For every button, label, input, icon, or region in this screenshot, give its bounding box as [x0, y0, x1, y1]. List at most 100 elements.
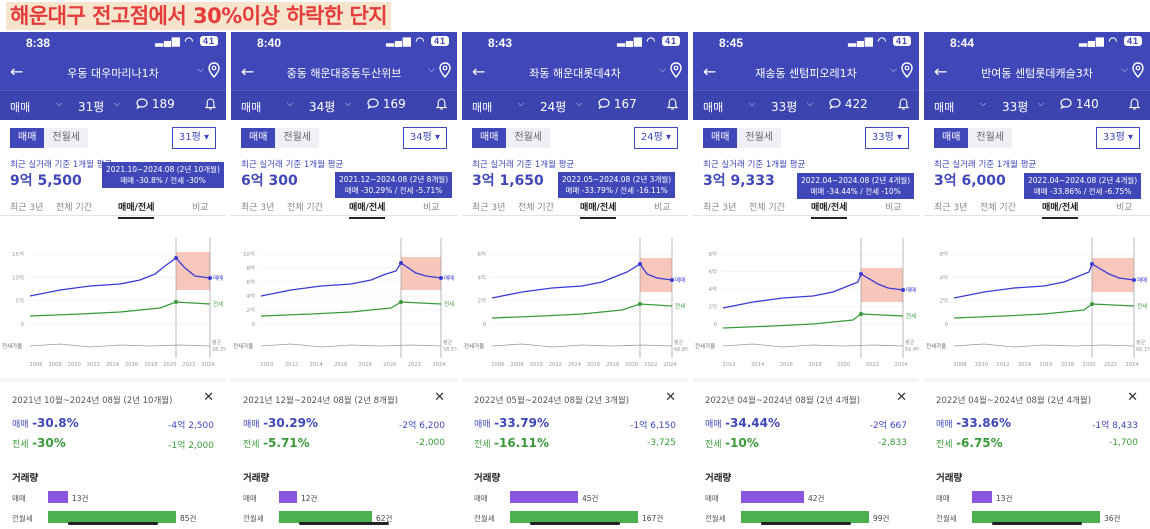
bell-icon[interactable]	[204, 98, 217, 114]
x-tick-label: 2014	[310, 362, 324, 368]
chevron-down-icon[interactable]: ⌵	[659, 65, 666, 75]
comment-button[interactable]: 169	[367, 97, 406, 111]
tab-all-period[interactable]: 전체 기간	[56, 203, 92, 213]
close-icon[interactable]: ✕	[665, 390, 676, 405]
y-tick-label: 8억	[708, 250, 717, 258]
toggle-sale[interactable]: 매매	[934, 128, 969, 148]
back-icon[interactable]: ←	[241, 62, 255, 81]
location-pin-icon[interactable]	[1132, 62, 1144, 78]
complex-name[interactable]: 중동 해운대중동두산위브	[286, 67, 402, 80]
bell-icon[interactable]	[666, 98, 679, 114]
rent-ratio-axis-label: 전세가율	[233, 342, 253, 350]
close-icon[interactable]: ✕	[434, 390, 445, 405]
tab-sale-rent[interactable]: 매매/전세	[811, 200, 848, 219]
size-dropdown[interactable]: 34평 ▾	[402, 127, 447, 149]
volume-rent-row: 전월세 99건	[705, 510, 907, 524]
chevron-down-icon[interactable]: ⌵	[980, 99, 987, 108]
chevron-down-icon[interactable]: ⌵	[56, 99, 63, 108]
size-select[interactable]: 33평	[1002, 100, 1029, 114]
tab-compare[interactable]: 비교	[423, 203, 440, 213]
chevron-down-icon[interactable]: ⌵	[345, 99, 352, 108]
close-icon[interactable]: ✕	[1127, 390, 1138, 405]
toggle-sale[interactable]: 매매	[10, 128, 45, 148]
tab-compare[interactable]: 비교	[654, 203, 671, 213]
complex-name[interactable]: 재송동 센텀피오레1차	[755, 67, 857, 80]
chevron-down-icon[interactable]: ⌵	[428, 65, 435, 75]
tab-sale-rent[interactable]: 매매/전세	[580, 200, 617, 219]
size-select[interactable]: 33평	[771, 100, 798, 114]
trade-type-select[interactable]: 매매	[472, 101, 493, 114]
chevron-down-icon[interactable]: ⌵	[518, 99, 525, 108]
tab-compare[interactable]: 비교	[192, 203, 209, 213]
tab-all-period[interactable]: 전체 기간	[749, 203, 785, 213]
size-select[interactable]: 31평	[78, 100, 105, 114]
close-icon[interactable]: ✕	[896, 390, 907, 405]
size-dropdown[interactable]: 33평 ▾	[1095, 127, 1140, 149]
size-select[interactable]: 24평	[540, 100, 567, 114]
comment-button[interactable]: 189	[136, 97, 175, 111]
size-dropdown[interactable]: 33평 ▾	[864, 127, 909, 149]
chevron-down-icon[interactable]: ⌵	[114, 99, 121, 108]
chevron-down-icon[interactable]: ⌵	[197, 65, 204, 75]
trade-type-select[interactable]: 매매	[934, 101, 955, 114]
tab-sale-rent[interactable]: 매매/전세	[1042, 200, 1079, 219]
chevron-down-icon[interactable]: ⌵	[807, 99, 814, 108]
bell-icon[interactable]	[1128, 98, 1141, 114]
chevron-down-icon[interactable]: ⌵	[576, 99, 583, 108]
bell-icon[interactable]	[435, 98, 448, 114]
tab-compare[interactable]: 비교	[885, 203, 902, 213]
tab-recent-3y[interactable]: 최근 3년	[472, 203, 506, 213]
toggle-rent[interactable]: 전월세	[275, 128, 320, 148]
chevron-down-icon[interactable]: ⌵	[1038, 99, 1045, 108]
tab-all-period[interactable]: 전체 기간	[287, 203, 323, 213]
size-dropdown[interactable]: 31평 ▾	[171, 127, 216, 149]
toggle-sale[interactable]: 매매	[241, 128, 276, 148]
comment-button[interactable]: 167	[598, 97, 637, 111]
chevron-down-icon[interactable]: ⌵	[890, 65, 897, 75]
tab-sale-rent[interactable]: 매매/전세	[349, 200, 386, 219]
tab-all-period[interactable]: 전체 기간	[980, 203, 1016, 213]
complex-name[interactable]: 우동 대우마리나1차	[67, 67, 159, 80]
back-icon[interactable]: ←	[10, 62, 24, 81]
location-pin-icon[interactable]	[670, 62, 682, 78]
back-icon[interactable]: ←	[472, 62, 486, 81]
location-pin-icon[interactable]	[439, 62, 451, 78]
complex-name[interactable]: 좌동 해운대롯데4차	[529, 67, 621, 80]
comment-button[interactable]: 422	[829, 97, 868, 111]
size-select[interactable]: 34평	[309, 100, 336, 114]
trade-type-select[interactable]: 매매	[10, 101, 31, 114]
toggle-rent[interactable]: 전월세	[44, 128, 89, 148]
chevron-down-icon[interactable]: ⌵	[1121, 65, 1128, 75]
trade-type-select[interactable]: 매매	[241, 101, 262, 114]
toggle-sale[interactable]: 매매	[472, 128, 507, 148]
tab-sale-rent[interactable]: 매매/전세	[118, 200, 155, 219]
tab-all-period[interactable]: 전체 기간	[518, 203, 554, 213]
toggle-rent[interactable]: 전월세	[506, 128, 551, 148]
chevron-down-icon[interactable]: ⌵	[749, 99, 756, 108]
location-pin-icon[interactable]	[901, 62, 913, 78]
tab-recent-3y[interactable]: 최근 3년	[703, 203, 737, 213]
toggle-rent[interactable]: 전월세	[737, 128, 782, 148]
size-dropdown[interactable]: 24평 ▾	[633, 127, 678, 149]
back-icon[interactable]: ←	[703, 62, 717, 81]
tab-recent-3y[interactable]: 최근 3년	[934, 203, 968, 213]
location-pin-icon[interactable]	[208, 62, 220, 78]
tab-compare[interactable]: 비교	[1116, 203, 1133, 213]
bell-icon[interactable]	[897, 98, 910, 114]
tab-recent-3y[interactable]: 최근 3년	[241, 203, 275, 213]
toggle-rent[interactable]: 전월세	[968, 128, 1013, 148]
back-icon[interactable]: ←	[934, 62, 948, 81]
tab-recent-3y[interactable]: 최근 3년	[10, 203, 44, 213]
comment-button[interactable]: 140	[1060, 97, 1099, 111]
sale-price-line	[29, 257, 211, 297]
close-icon[interactable]: ✕	[203, 390, 214, 405]
chevron-down-icon[interactable]: ⌵	[287, 99, 294, 108]
complex-name[interactable]: 반여동 센텀롯데캐슬3차	[981, 67, 1093, 80]
toggle-sale[interactable]: 매매	[703, 128, 738, 148]
trade-type-select[interactable]: 매매	[703, 101, 724, 114]
